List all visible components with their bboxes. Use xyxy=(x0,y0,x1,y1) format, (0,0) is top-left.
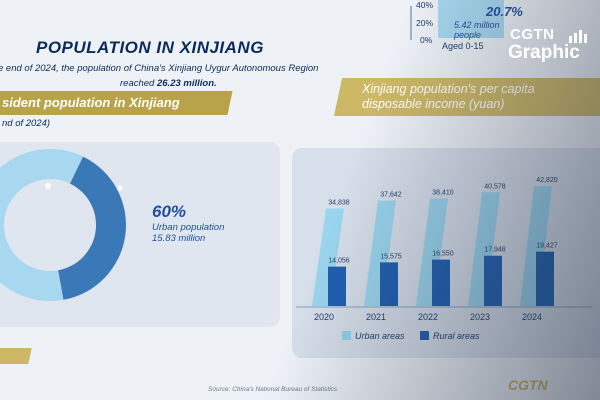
rural-bar-label: 17,948 xyxy=(484,247,506,254)
cgtn-footer-logo: CGTN xyxy=(508,377,548,393)
source-note: Source: China's National Bureau of Stati… xyxy=(208,386,338,393)
intro-line-2: reached 26.23 million. xyxy=(120,78,217,89)
x-tick-label: 2021 xyxy=(366,312,386,322)
x-tick-label: 2024 xyxy=(522,312,542,322)
rural-bar-label: 15,575 xyxy=(380,253,402,260)
urban-bar-label: 38,410 xyxy=(432,189,454,196)
urban-bar-label: 34,838 xyxy=(328,199,350,206)
income-chart-title: Xinjiang population's per capita disposa… xyxy=(362,82,535,111)
rural-bar-label: 16,550 xyxy=(432,251,454,258)
legend-swatch xyxy=(342,331,351,340)
age-category-label: Aged 0-15 xyxy=(442,41,484,51)
graphic-logo-text: Graphic xyxy=(508,42,580,63)
rural-bar-label: 14,056 xyxy=(328,258,350,265)
legend-label: Urban areas xyxy=(355,331,405,341)
top-axis-tick: 20% xyxy=(416,18,434,28)
bar-graph-icon xyxy=(569,30,587,43)
x-tick-label: 2020 xyxy=(314,312,334,322)
top-axis-tick: 0% xyxy=(420,35,433,45)
age-bar-value: 5.42 million people xyxy=(454,20,500,40)
rural-bar xyxy=(380,262,398,306)
rural-bar xyxy=(536,251,554,306)
x-tick-label: 2022 xyxy=(418,312,438,322)
cgtn-logo-text: CGTN xyxy=(510,26,555,43)
rural-bar-label: 19,427 xyxy=(536,243,558,250)
page-title: POPULATION IN XINJIANG xyxy=(36,38,264,57)
age-bar-percent: 20.7% xyxy=(486,4,523,19)
donut-marker-dot xyxy=(117,185,123,191)
urban-population-label: Urban population 15.83 million xyxy=(152,222,224,244)
intro-line-1: e end of 2024, the population of China's… xyxy=(0,63,319,74)
rural-bar xyxy=(328,266,346,306)
rural-bar xyxy=(484,255,502,306)
left-banner-title: sident population in Xinjiang xyxy=(2,95,180,110)
donut-chart xyxy=(0,149,127,301)
urban-percent-label: 60% xyxy=(152,202,187,221)
age-bar-value-line1: 5.42 million xyxy=(454,20,500,30)
urban-value-text: 15.83 million xyxy=(152,233,206,244)
income-bar-chart: 34,838 14,056 2020 37,642 15,575 2021 38,410 16… xyxy=(296,177,592,341)
age-bar-value-line2: people xyxy=(454,30,482,40)
urban-bar-label: 42,820 xyxy=(536,177,558,184)
donut-marker-dot xyxy=(45,183,51,189)
intro-population-value: 26.23 million. xyxy=(156,78,217,89)
intro-prefix: reached xyxy=(120,78,155,89)
gold-accent-strip xyxy=(0,348,32,364)
legend-label: Rural areas xyxy=(433,331,480,341)
top-axis-line xyxy=(410,6,412,40)
urban-bar-label: 40,578 xyxy=(484,183,506,190)
x-tick-label: 2023 xyxy=(470,312,490,322)
left-banner-note: nd of 2024) xyxy=(2,118,51,129)
rural-bar xyxy=(432,259,450,306)
urban-label-text: Urban population xyxy=(152,222,225,233)
top-axis-tick: 40% xyxy=(416,0,434,10)
legend-swatch xyxy=(420,331,429,340)
urban-bar-label: 37,642 xyxy=(380,192,402,199)
